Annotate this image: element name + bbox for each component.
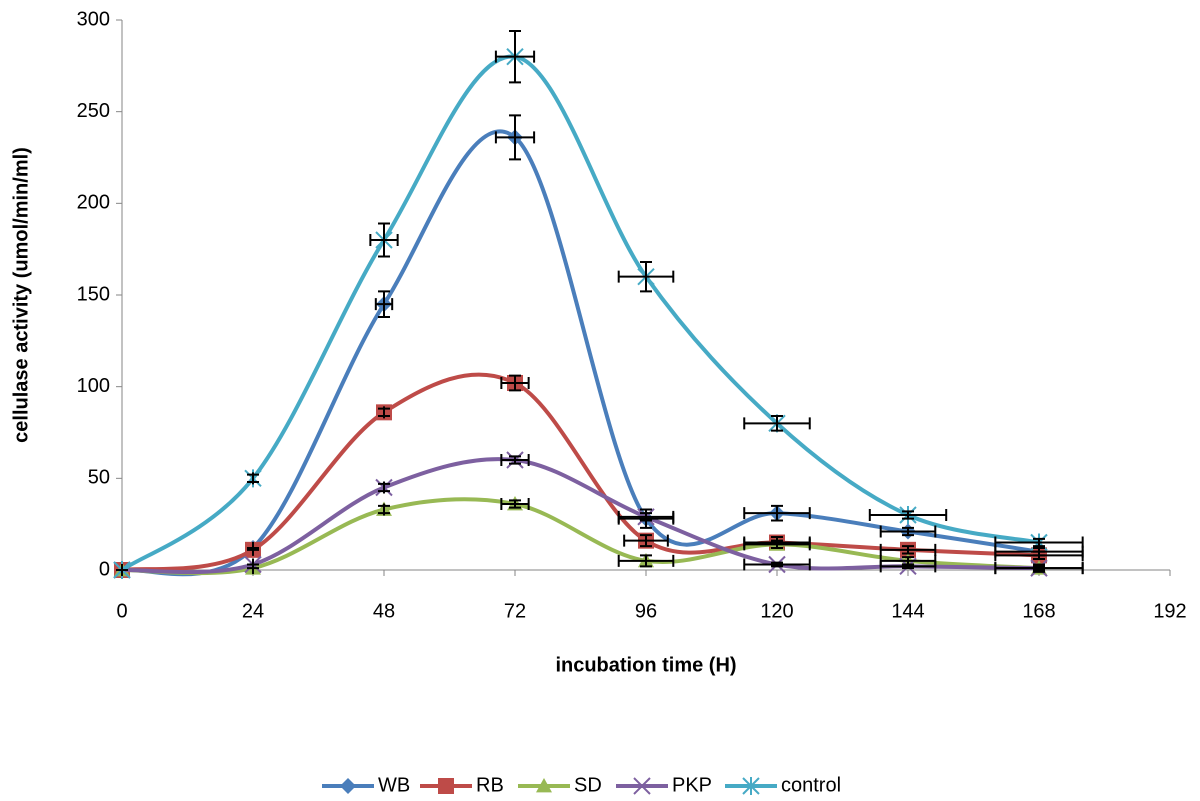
x-error-bar [743, 507, 811, 520]
x-error-bar [374, 298, 394, 311]
x-tick-label: 120 [760, 600, 793, 622]
legend-label: RB [476, 774, 504, 796]
x-error-bar [879, 543, 937, 556]
y-tick-label: 0 [99, 558, 110, 580]
legend-item: SD [518, 774, 602, 796]
x-error-bar [879, 525, 937, 538]
x-tick-label: 24 [242, 600, 264, 622]
x-error-bar [743, 558, 811, 571]
x-error-bar [994, 536, 1084, 549]
x-error-bar [743, 538, 811, 551]
x-error-bar [623, 534, 669, 547]
y-axis-title: cellulase activity (umol/min/ml) [10, 147, 32, 443]
x-axis-title: incubation time (H) [555, 654, 736, 676]
x-tick-label: 48 [373, 600, 395, 622]
x-tick-label: 192 [1153, 600, 1186, 622]
x-error-bar [994, 562, 1084, 575]
y-tick-label: 50 [88, 467, 110, 489]
y-tick-label: 100 [77, 375, 110, 397]
x-error-bar [617, 554, 675, 567]
x-error-bar [500, 498, 530, 510]
legend-marker [340, 778, 356, 794]
x-tick-label: 144 [891, 600, 924, 622]
x-tick-label: 72 [504, 600, 526, 622]
x-error-bar [743, 417, 811, 430]
x-error-bar [494, 131, 536, 144]
legend-item: RB [420, 774, 504, 796]
legend-item: PKP [616, 774, 712, 796]
y-tick-label: 300 [77, 8, 110, 30]
x-tick-label: 96 [635, 600, 657, 622]
x-error-bar [617, 270, 675, 283]
legend-item: control [725, 774, 841, 796]
legend-marker [536, 778, 552, 793]
x-error-bar [617, 510, 675, 523]
x-error-bar [500, 454, 530, 466]
x-tick-label: 168 [1022, 600, 1055, 622]
y-tick-label: 250 [77, 100, 110, 122]
series-line [121, 129, 1040, 577]
y-tick-label: 150 [77, 283, 110, 305]
x-error-bar [369, 234, 399, 246]
legend-label: control [781, 774, 841, 796]
legend-marker [633, 777, 651, 795]
series-line [121, 372, 1040, 572]
x-error-bar [994, 549, 1084, 562]
series-line [120, 54, 1040, 572]
x-error-bar [868, 509, 948, 521]
x-error-bar [879, 560, 937, 573]
legend-marker [438, 778, 454, 794]
x-error-bar [494, 50, 536, 63]
legend-label: SD [574, 774, 602, 796]
series-line [121, 497, 1040, 576]
y-tick-label: 200 [77, 192, 110, 214]
legend-marker [742, 777, 760, 795]
legend-item: WB [322, 774, 410, 796]
x-tick-label: 0 [116, 600, 127, 622]
legend-label: PKP [672, 774, 712, 796]
x-error-bar [500, 377, 530, 389]
legend-label: WB [378, 774, 410, 796]
